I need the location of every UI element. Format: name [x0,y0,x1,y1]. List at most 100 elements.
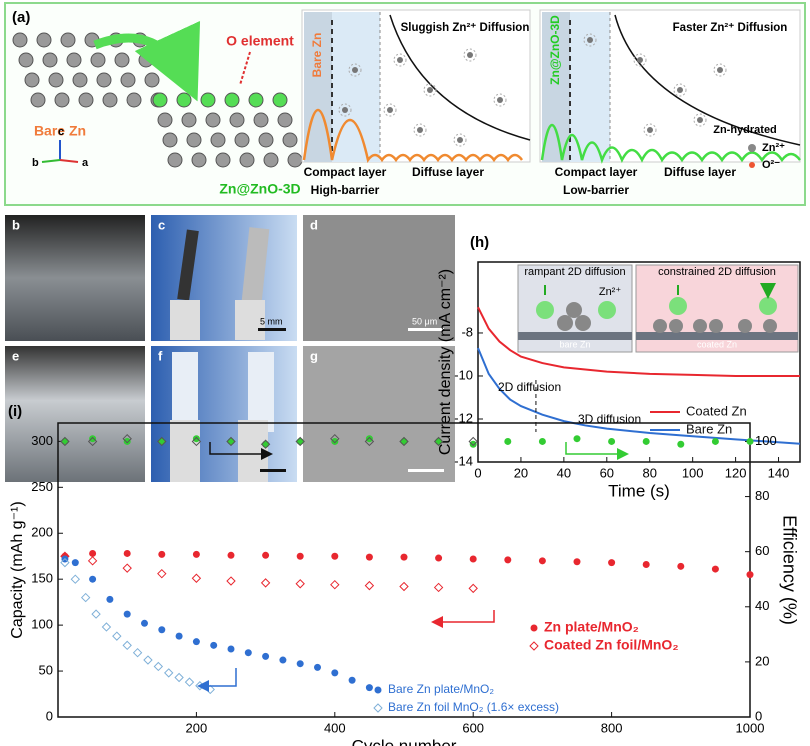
hydrated-ion [413,123,427,137]
hydrated-ion [393,53,407,67]
x-tick-label: 1000 [736,720,765,735]
point [123,549,131,557]
ion [697,117,703,123]
point [91,609,101,619]
inset-title: rampant 2D diffusion [524,266,625,278]
ion [677,87,683,93]
point [608,437,616,445]
o-pointer [239,51,251,86]
plot-frame [57,422,751,718]
series-line [477,347,801,445]
atom [167,152,183,168]
atom [54,92,70,108]
y-tick-label: 200 [31,525,53,540]
hydrated-ion [423,83,437,97]
point [642,437,650,445]
point [71,559,79,567]
x-tick-label: 800 [601,720,623,735]
point [244,649,252,657]
point [153,661,164,672]
point [435,437,443,445]
point [192,435,200,443]
y-tick-label: 100 [31,617,53,632]
photo-label: b [12,217,20,232]
atom [215,152,231,168]
ion [397,57,403,63]
atom [224,92,240,108]
atom [191,152,207,168]
x-axis-title: Cycle number [352,736,457,746]
inset-label: coated Zn [697,339,737,349]
x-tick-label: 0 [474,465,481,480]
legend-o: O²⁻ [762,159,780,171]
point [364,436,375,447]
point [331,669,339,677]
atom [253,112,269,128]
atom [239,152,255,168]
hydrated-ion [453,133,467,147]
point [608,559,616,567]
legend-label: Coated Zn foil/MnO₂ [544,637,679,653]
atom [205,112,221,128]
point [331,552,339,560]
point [192,638,200,646]
diffuse-label: Diffuse layer [412,165,484,179]
scale-bar-label: 50 μm [412,316,437,326]
point [262,551,270,559]
point [677,440,685,448]
series-arrows [197,442,629,692]
x-tick-label: 600 [462,720,484,735]
ion [467,52,473,58]
panel-label: (i) [8,403,22,420]
point [227,437,235,445]
point [226,576,236,586]
y2-tick-label: 80 [755,488,769,503]
legend-swatch [530,624,538,632]
point [89,549,97,557]
point [60,557,70,568]
ion [587,37,593,43]
point [433,436,444,447]
y2-tick-label: 100 [755,433,777,448]
atom [30,92,46,108]
point [210,641,218,649]
atom [152,92,168,108]
ion [647,127,653,133]
electrode-label: Bare Zn [310,33,324,78]
x-tick-label: 200 [186,720,208,735]
y-tick-label: -12 [454,410,473,425]
point [70,574,81,584]
point [80,592,91,603]
point [330,433,340,444]
atom [234,132,250,148]
y-tick-label: 300 [31,433,53,448]
photo-label: f [158,348,163,363]
x-tick-label: 100 [682,465,704,480]
ion [342,107,348,113]
legend-swatch [373,703,383,713]
photo-label: g [310,348,318,363]
point [89,435,97,443]
coated-label: Zn@ZnO-3D [219,181,300,197]
x-tick-label: 40 [557,465,571,480]
point [132,647,143,658]
point [711,565,719,573]
annotation: 2D diffusion [498,380,561,394]
point [538,437,546,445]
legend-label: Bare Zn plate/MnO₂ [388,682,494,696]
point [262,440,270,448]
y2-axis-title: Efficiency (%) [779,515,799,625]
ion [417,127,423,133]
y2-tick-label: 60 [755,543,769,558]
panel-label: (a) [12,9,30,26]
legend-label: Bare Zn foil MnO₂ (1.6× excess) [388,700,559,714]
axis-c: c [58,126,64,138]
point [435,554,443,562]
atom [210,132,226,148]
atom [144,72,160,88]
atom [18,52,34,68]
point [365,553,373,561]
scheme-title: Sluggish Zn²⁺ Diffusion [401,22,530,34]
atom [186,132,202,148]
point [175,632,183,640]
